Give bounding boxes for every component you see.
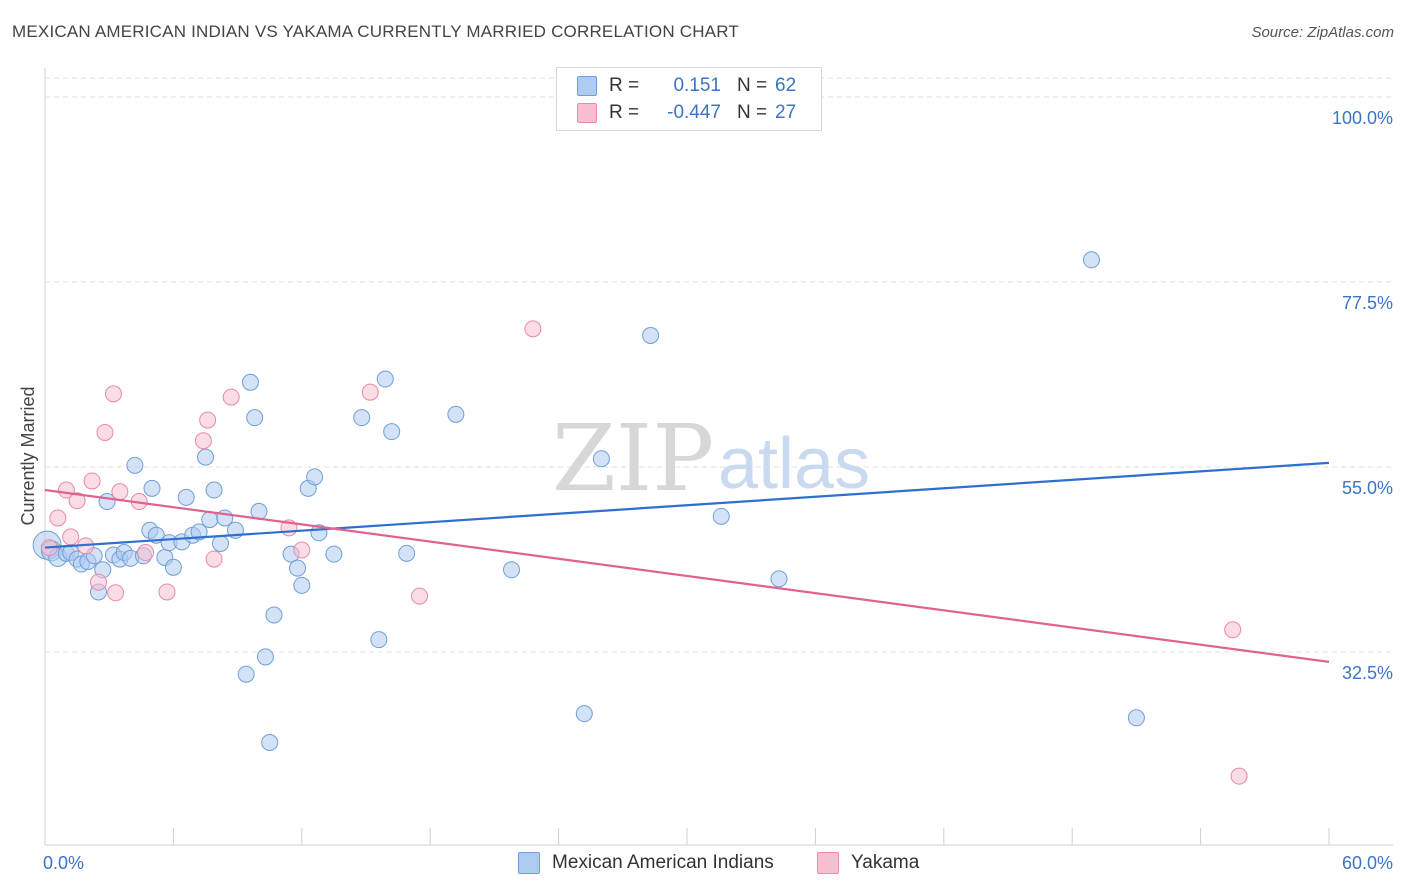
point-yakama[interactable] bbox=[104, 385, 122, 403]
bottom-legend-swatch-blue bbox=[518, 852, 540, 874]
y-axis-label: Currently Married bbox=[18, 386, 38, 525]
point-yakama[interactable] bbox=[205, 550, 223, 568]
point-yakama[interactable] bbox=[49, 509, 67, 527]
point-yakama[interactable] bbox=[90, 573, 107, 591]
legend-swatch-blue bbox=[577, 76, 597, 96]
point-mexican-american-indians[interactable] bbox=[211, 534, 229, 552]
point-mexican-american-indians[interactable] bbox=[261, 733, 279, 751]
point-mexican-american-indians[interactable] bbox=[265, 606, 283, 624]
point-mexican-american-indians[interactable] bbox=[503, 561, 521, 579]
source-label: Source: ZipAtlas.com bbox=[1251, 24, 1394, 41]
y-tick-label: 77.5% bbox=[1342, 293, 1393, 313]
point-mexican-american-indians[interactable] bbox=[293, 576, 311, 594]
watermark-atlas: atlas bbox=[718, 424, 870, 504]
point-mexican-american-indians[interactable] bbox=[164, 558, 182, 576]
legend-row-pink: R = -0.447 N = 27 bbox=[577, 101, 796, 125]
point-mexican-american-indians[interactable] bbox=[246, 409, 264, 427]
point-mexican-american-indians[interactable] bbox=[770, 570, 788, 588]
trendline-mexican-american-indians bbox=[44, 461, 1330, 549]
legend-r-value: -0.447 bbox=[667, 102, 721, 123]
point-yakama[interactable] bbox=[222, 388, 240, 406]
point-mexican-american-indians[interactable] bbox=[398, 544, 416, 562]
point-mexican-american-indians[interactable] bbox=[201, 511, 219, 529]
point-mexican-american-indians[interactable] bbox=[289, 559, 307, 577]
chart-title: MEXICAN AMERICAN INDIAN VS YAKAMA CURREN… bbox=[12, 22, 739, 41]
tick-labels: 100.0% 77.5% 55.0% 32.5% 0.0% 60.0% bbox=[43, 108, 1393, 873]
legend-n-label: N = bbox=[737, 75, 768, 96]
bottom-legend-item-blue[interactable]: Mexican American Indians bbox=[518, 852, 774, 874]
point-mexican-american-indians[interactable] bbox=[241, 373, 259, 391]
point-mexican-american-indians[interactable] bbox=[376, 370, 394, 388]
point-yakama[interactable] bbox=[1224, 621, 1242, 639]
point-mexican-american-indians[interactable] bbox=[383, 423, 401, 441]
point-mexican-american-indians[interactable] bbox=[197, 448, 214, 466]
legend-r-label: R = bbox=[609, 102, 640, 123]
point-mexican-american-indians[interactable] bbox=[370, 631, 388, 649]
bottom-legend-label: Yakama bbox=[851, 852, 920, 873]
point-yakama[interactable] bbox=[411, 587, 428, 605]
point-mexican-american-indians[interactable] bbox=[306, 468, 324, 486]
point-mexican-american-indians[interactable] bbox=[447, 405, 465, 423]
x-tick-label-right: 60.0% bbox=[1342, 853, 1393, 873]
trend-lines bbox=[44, 461, 1330, 663]
grid-lines bbox=[45, 77, 1393, 653]
legend: R = 0.151 N = 62 R = -0.447 N = 27 bbox=[556, 67, 822, 131]
x-tick-label-left: 0.0% bbox=[43, 853, 84, 873]
point-mexican-american-indians[interactable] bbox=[592, 450, 610, 468]
point-yakama[interactable] bbox=[96, 423, 114, 441]
point-yakama[interactable] bbox=[293, 541, 311, 559]
point-yakama[interactable] bbox=[199, 411, 217, 429]
point-mexican-american-indians[interactable] bbox=[126, 456, 144, 474]
point-yakama[interactable] bbox=[83, 472, 101, 490]
point-yakama[interactable] bbox=[194, 432, 212, 450]
bottom-legend-label: Mexican American Indians bbox=[552, 852, 774, 873]
point-yakama[interactable] bbox=[111, 483, 129, 501]
y-tick-label: 100.0% bbox=[1332, 108, 1393, 128]
legend-n-value: 27 bbox=[775, 102, 797, 123]
legend-n-value: 62 bbox=[775, 75, 797, 96]
point-yakama[interactable] bbox=[158, 583, 176, 601]
point-mexican-american-indians[interactable] bbox=[575, 705, 593, 723]
point-mexican-american-indians[interactable] bbox=[205, 481, 223, 499]
bottom-legend-swatch-pink bbox=[817, 852, 839, 874]
series-yakama bbox=[40, 320, 1248, 785]
point-mexican-american-indians[interactable] bbox=[143, 479, 161, 497]
watermark-zip: ZIP bbox=[552, 405, 714, 512]
trendline-yakama bbox=[44, 488, 1330, 663]
point-yakama[interactable] bbox=[137, 544, 155, 562]
point-mexican-american-indians[interactable] bbox=[712, 507, 730, 525]
legend-r-label: R = bbox=[609, 75, 640, 96]
point-mexican-american-indians[interactable] bbox=[1127, 709, 1145, 727]
y-tick-label: 55.0% bbox=[1342, 478, 1393, 498]
point-mexican-american-indians[interactable] bbox=[1082, 251, 1100, 269]
point-mexican-american-indians[interactable] bbox=[190, 523, 208, 541]
point-mexican-american-indians[interactable] bbox=[353, 409, 371, 427]
point-yakama[interactable] bbox=[361, 383, 379, 401]
bottom-legend: Mexican American Indians Yakama bbox=[0, 852, 1406, 878]
y-tick-label: 32.5% bbox=[1342, 663, 1393, 683]
legend-swatch-pink bbox=[577, 103, 597, 123]
point-mexican-american-indians[interactable] bbox=[256, 648, 274, 666]
point-yakama[interactable] bbox=[68, 492, 86, 510]
bottom-legend-item-pink[interactable]: Yakama bbox=[817, 852, 919, 874]
point-mexican-american-indians[interactable] bbox=[642, 326, 660, 344]
point-yakama[interactable] bbox=[107, 584, 125, 602]
point-yakama[interactable] bbox=[524, 320, 542, 338]
point-mexican-american-indians[interactable] bbox=[325, 545, 343, 563]
point-mexican-american-indians[interactable] bbox=[177, 488, 195, 506]
legend-r-value: 0.151 bbox=[673, 75, 721, 96]
point-yakama[interactable] bbox=[62, 528, 80, 546]
legend-n-label: N = bbox=[737, 102, 768, 123]
watermark: ZIP atlas bbox=[552, 405, 870, 512]
legend-row-blue: R = 0.151 N = 62 bbox=[577, 74, 796, 98]
point-mexican-american-indians[interactable] bbox=[237, 665, 255, 683]
point-yakama[interactable] bbox=[1230, 767, 1248, 785]
axes bbox=[44, 68, 1393, 846]
